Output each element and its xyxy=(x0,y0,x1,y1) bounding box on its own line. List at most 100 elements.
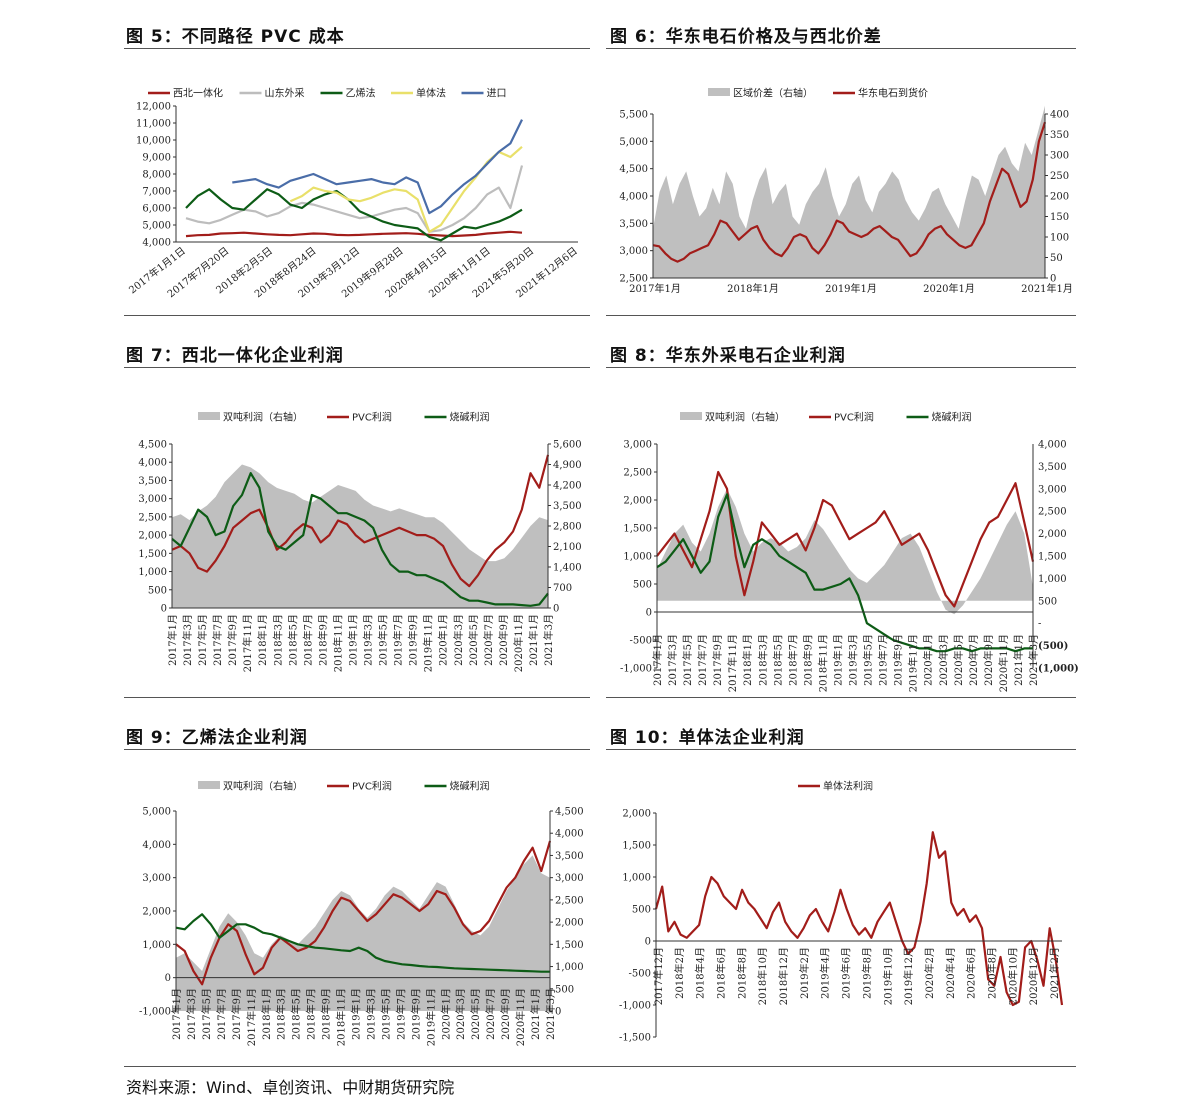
p8-x-tick-label: 2018年11月 xyxy=(816,634,829,692)
p9-y-tick-label: 0 xyxy=(165,973,171,984)
legend-label: 华东电石到货价 xyxy=(858,87,928,100)
p9-y-tick-label: 2,000 xyxy=(142,907,171,918)
p10-x-tick-label: 2018年10月 xyxy=(756,947,769,1005)
p9-y-tick-label: 3,000 xyxy=(142,873,171,884)
p9-x-tick-label: 2020年5月 xyxy=(469,988,482,1040)
p9-x-tick-label: 2021年3月 xyxy=(544,988,557,1040)
p7-y-tick-label: 500 xyxy=(148,585,167,596)
p10-y-tick-label: -1,500 xyxy=(619,1033,651,1044)
p8-y2-tick-label: 3,000 xyxy=(1038,484,1067,495)
divider xyxy=(124,48,590,49)
p6-y-tick-label: 3,000 xyxy=(619,246,648,257)
p5-series-4 xyxy=(232,119,523,215)
p8-x-tick-label: 2020年1月 xyxy=(922,634,935,686)
p8-x-tick-label: 2017年3月 xyxy=(666,634,679,686)
p9-y2-tick-label: 1,000 xyxy=(555,962,584,973)
p8-y2-tick-label: 4,000 xyxy=(1038,440,1067,451)
p9-line-pvc xyxy=(175,840,552,986)
p8-y2-tick-label: - xyxy=(1038,619,1041,630)
p8-x-tick-label: 2019年5月 xyxy=(862,634,875,686)
p9-x-tick-label: 2017年1月 xyxy=(170,988,183,1040)
p7-x-tick-label: 2018年7月 xyxy=(301,614,314,666)
p7-x-tick-label: 2018年11月 xyxy=(331,614,344,672)
p7-x-tick-label: 2017年7月 xyxy=(211,614,224,666)
p8-y2-tick-label: 1,000 xyxy=(1038,574,1067,585)
p7-x-tick-label: 2020年3月 xyxy=(452,614,465,666)
p8-x-tick-label: 2017年9月 xyxy=(711,634,724,686)
p7-y-tick-label: 4,500 xyxy=(138,440,167,451)
p10-x-tick-label: 2019年8月 xyxy=(860,947,873,999)
p8-x-tick-label: 2018年9月 xyxy=(801,634,814,686)
divider xyxy=(606,48,1076,49)
p9-x-tick-label: 2018年7月 xyxy=(305,988,318,1040)
p8-x-tick-label: 2021年3月 xyxy=(1027,634,1040,686)
p9-x-tick-label: 2020年11月 xyxy=(514,988,527,1046)
p7-y2-tick-label: 2,100 xyxy=(553,542,582,553)
p7-y2-tick-label: 4,900 xyxy=(553,460,582,471)
legend-swatch xyxy=(680,412,702,420)
p7-y-tick-label: 2,000 xyxy=(138,531,167,542)
p7-x-tick-label: 2017年1月 xyxy=(166,614,179,666)
p9-x-tick-label: 2020年3月 xyxy=(454,988,467,1040)
p9-x-tick-label: 2019年9月 xyxy=(409,988,422,1040)
legend-label: 进口 xyxy=(487,88,507,100)
p8-x-tick-label: 2017年5月 xyxy=(681,634,694,686)
legend-label: PVC利润 xyxy=(834,411,874,424)
p8-y2-tick-label: (1,000) xyxy=(1038,664,1079,675)
p7-x-tick-label: 2020年11月 xyxy=(512,614,525,672)
p10-y-tick-label: 500 xyxy=(632,905,651,916)
divider xyxy=(124,1066,1076,1067)
panel-title-8: 图 8：华东外采电石企业利润 xyxy=(610,346,846,366)
p10-line-monomer xyxy=(654,831,1064,1007)
divider xyxy=(124,315,590,316)
panel-title-7: 图 7：西北一体化企业利润 xyxy=(126,346,344,366)
p8-y2-tick-label: 2,500 xyxy=(1038,507,1067,518)
divider xyxy=(606,697,1076,698)
panel-title-10: 图 10：单体法企业利润 xyxy=(610,728,805,748)
p8-area-double-ton xyxy=(657,488,1033,615)
p8-x-tick-label: 2019年9月 xyxy=(892,634,905,686)
legend-label: 乙烯法 xyxy=(346,87,376,100)
p8-y2-tick-label: 500 xyxy=(1038,596,1057,607)
p9-y2-tick-label: 4,500 xyxy=(555,807,584,818)
p7-x-tick-label: 2018年9月 xyxy=(316,614,329,666)
p10-x-tick-label: 2021年2月 xyxy=(1048,947,1061,999)
p9-y2-tick-label: 2,000 xyxy=(555,918,584,929)
p8-x-tick-label: 2019年7月 xyxy=(877,634,890,686)
p6-x-tick-label: 2021年1月 xyxy=(1021,282,1073,295)
p9-x-tick-label: 2020年1月 xyxy=(439,988,452,1040)
legend-label: 西北一体化 xyxy=(173,87,223,100)
p5-series-3 xyxy=(289,145,523,233)
p7-line-pvc xyxy=(171,454,550,588)
p6-y-tick-label: 3,500 xyxy=(619,219,648,230)
p6-y2-tick-label: 300 xyxy=(1050,151,1069,162)
legend-label: 双吨利润（右轴） xyxy=(223,780,303,793)
p7-x-tick-label: 2017年11月 xyxy=(241,614,254,672)
p7-x-tick-label: 2020年7月 xyxy=(482,614,495,666)
p7-area-double-ton xyxy=(172,464,548,608)
p7-x-tick-label: 2018年3月 xyxy=(271,614,284,666)
p6-y-tick-label: 2,500 xyxy=(619,274,648,285)
p6-y2-tick-label: 0 xyxy=(1050,274,1056,285)
p7-y-tick-label: 4,000 xyxy=(138,458,167,469)
p8-x-tick-label: 2018年1月 xyxy=(741,634,754,686)
p9-y2-tick-label: 2,500 xyxy=(555,895,584,906)
panel-title-6: 图 6：华东电石价格及与西北价差 xyxy=(610,27,882,47)
p10-x-tick-label: 2017年12月 xyxy=(652,947,665,1005)
p9-x-tick-label: 2018年3月 xyxy=(275,988,288,1040)
p7-x-tick-label: 2017年9月 xyxy=(226,614,239,666)
p7-y-tick-label: 1,000 xyxy=(138,567,167,578)
p8-x-tick-label: 2017年7月 xyxy=(696,634,709,686)
legend-label: 区域价差（右轴） xyxy=(733,87,813,100)
p7-y2-tick-label: 2,800 xyxy=(553,522,582,533)
legend-label: 烧碱利润 xyxy=(450,411,490,424)
p8-y-tick-label: 2,000 xyxy=(623,496,652,507)
p9-y2-tick-label: 3,000 xyxy=(555,873,584,884)
p7-x-tick-label: 2019年7月 xyxy=(392,614,405,666)
divider xyxy=(606,367,1076,368)
p7-y-tick-label: 3,500 xyxy=(138,476,167,487)
p8-line-pvc xyxy=(656,470,1035,608)
p7-x-tick-label: 2020年9月 xyxy=(497,614,510,666)
p8-x-tick-label: 2020年3月 xyxy=(937,634,950,686)
p9-x-tick-label: 2017年7月 xyxy=(215,988,228,1040)
